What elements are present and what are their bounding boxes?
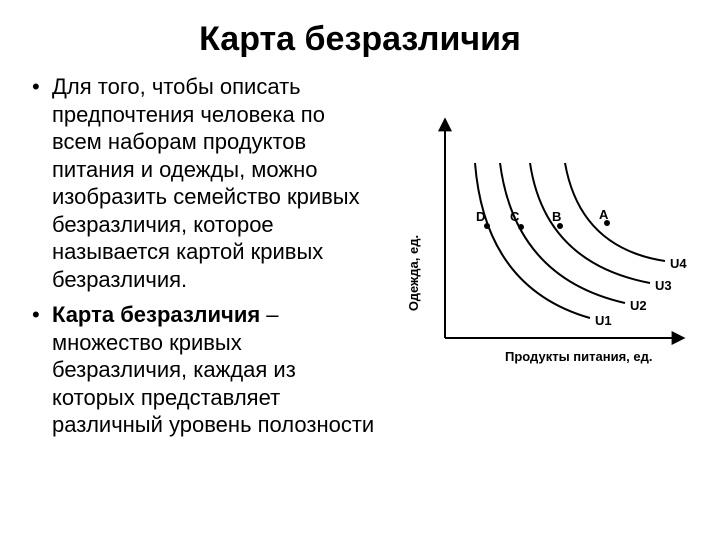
bullet-bold-term: Карта безразличия: [52, 302, 260, 327]
curve-label: U4: [670, 256, 687, 271]
bullet-item: Карта безразличия – множество кривых без…: [30, 301, 380, 439]
indifference-curve: [500, 163, 625, 303]
curve-point-label: C: [510, 209, 520, 224]
slide-body: Для того, чтобы описать предпочтения чел…: [30, 73, 690, 447]
curve-label: U2: [630, 298, 647, 313]
indifference-curves-chart: Одежда, ед. Продукты питания, ед. U1 D U2 C U3…: [390, 113, 690, 373]
indifference-curve: [475, 163, 590, 318]
bullet-item: Для того, чтобы описать предпочтения чел…: [30, 73, 380, 293]
text-column: Для того, чтобы описать предпочтения чел…: [30, 73, 390, 447]
bullet-list: Для того, чтобы описать предпочтения чел…: [30, 73, 380, 439]
slide: Карта безразличия Для того, чтобы описат…: [0, 0, 720, 540]
x-axis-label: Продукты питания, ед.: [505, 349, 652, 364]
curve-point-label: A: [599, 207, 609, 222]
bullet-text: Для того, чтобы описать предпочтения чел…: [52, 74, 360, 292]
curve-point: [518, 224, 524, 230]
curve-point-label: D: [476, 209, 485, 224]
curve-label: U1: [595, 313, 612, 328]
chart-column: Одежда, ед. Продукты питания, ед. U1 D U2 C U3…: [390, 73, 690, 447]
slide-title: Карта безразличия: [30, 20, 690, 59]
curve-label: U3: [655, 278, 672, 293]
chart-wrapper: Одежда, ед. Продукты питания, ед. U1 D U2 C U3…: [390, 113, 690, 378]
curve-point-label: B: [552, 209, 561, 224]
indifference-curve: [565, 163, 665, 261]
y-axis-label: Одежда, ед.: [406, 235, 421, 311]
